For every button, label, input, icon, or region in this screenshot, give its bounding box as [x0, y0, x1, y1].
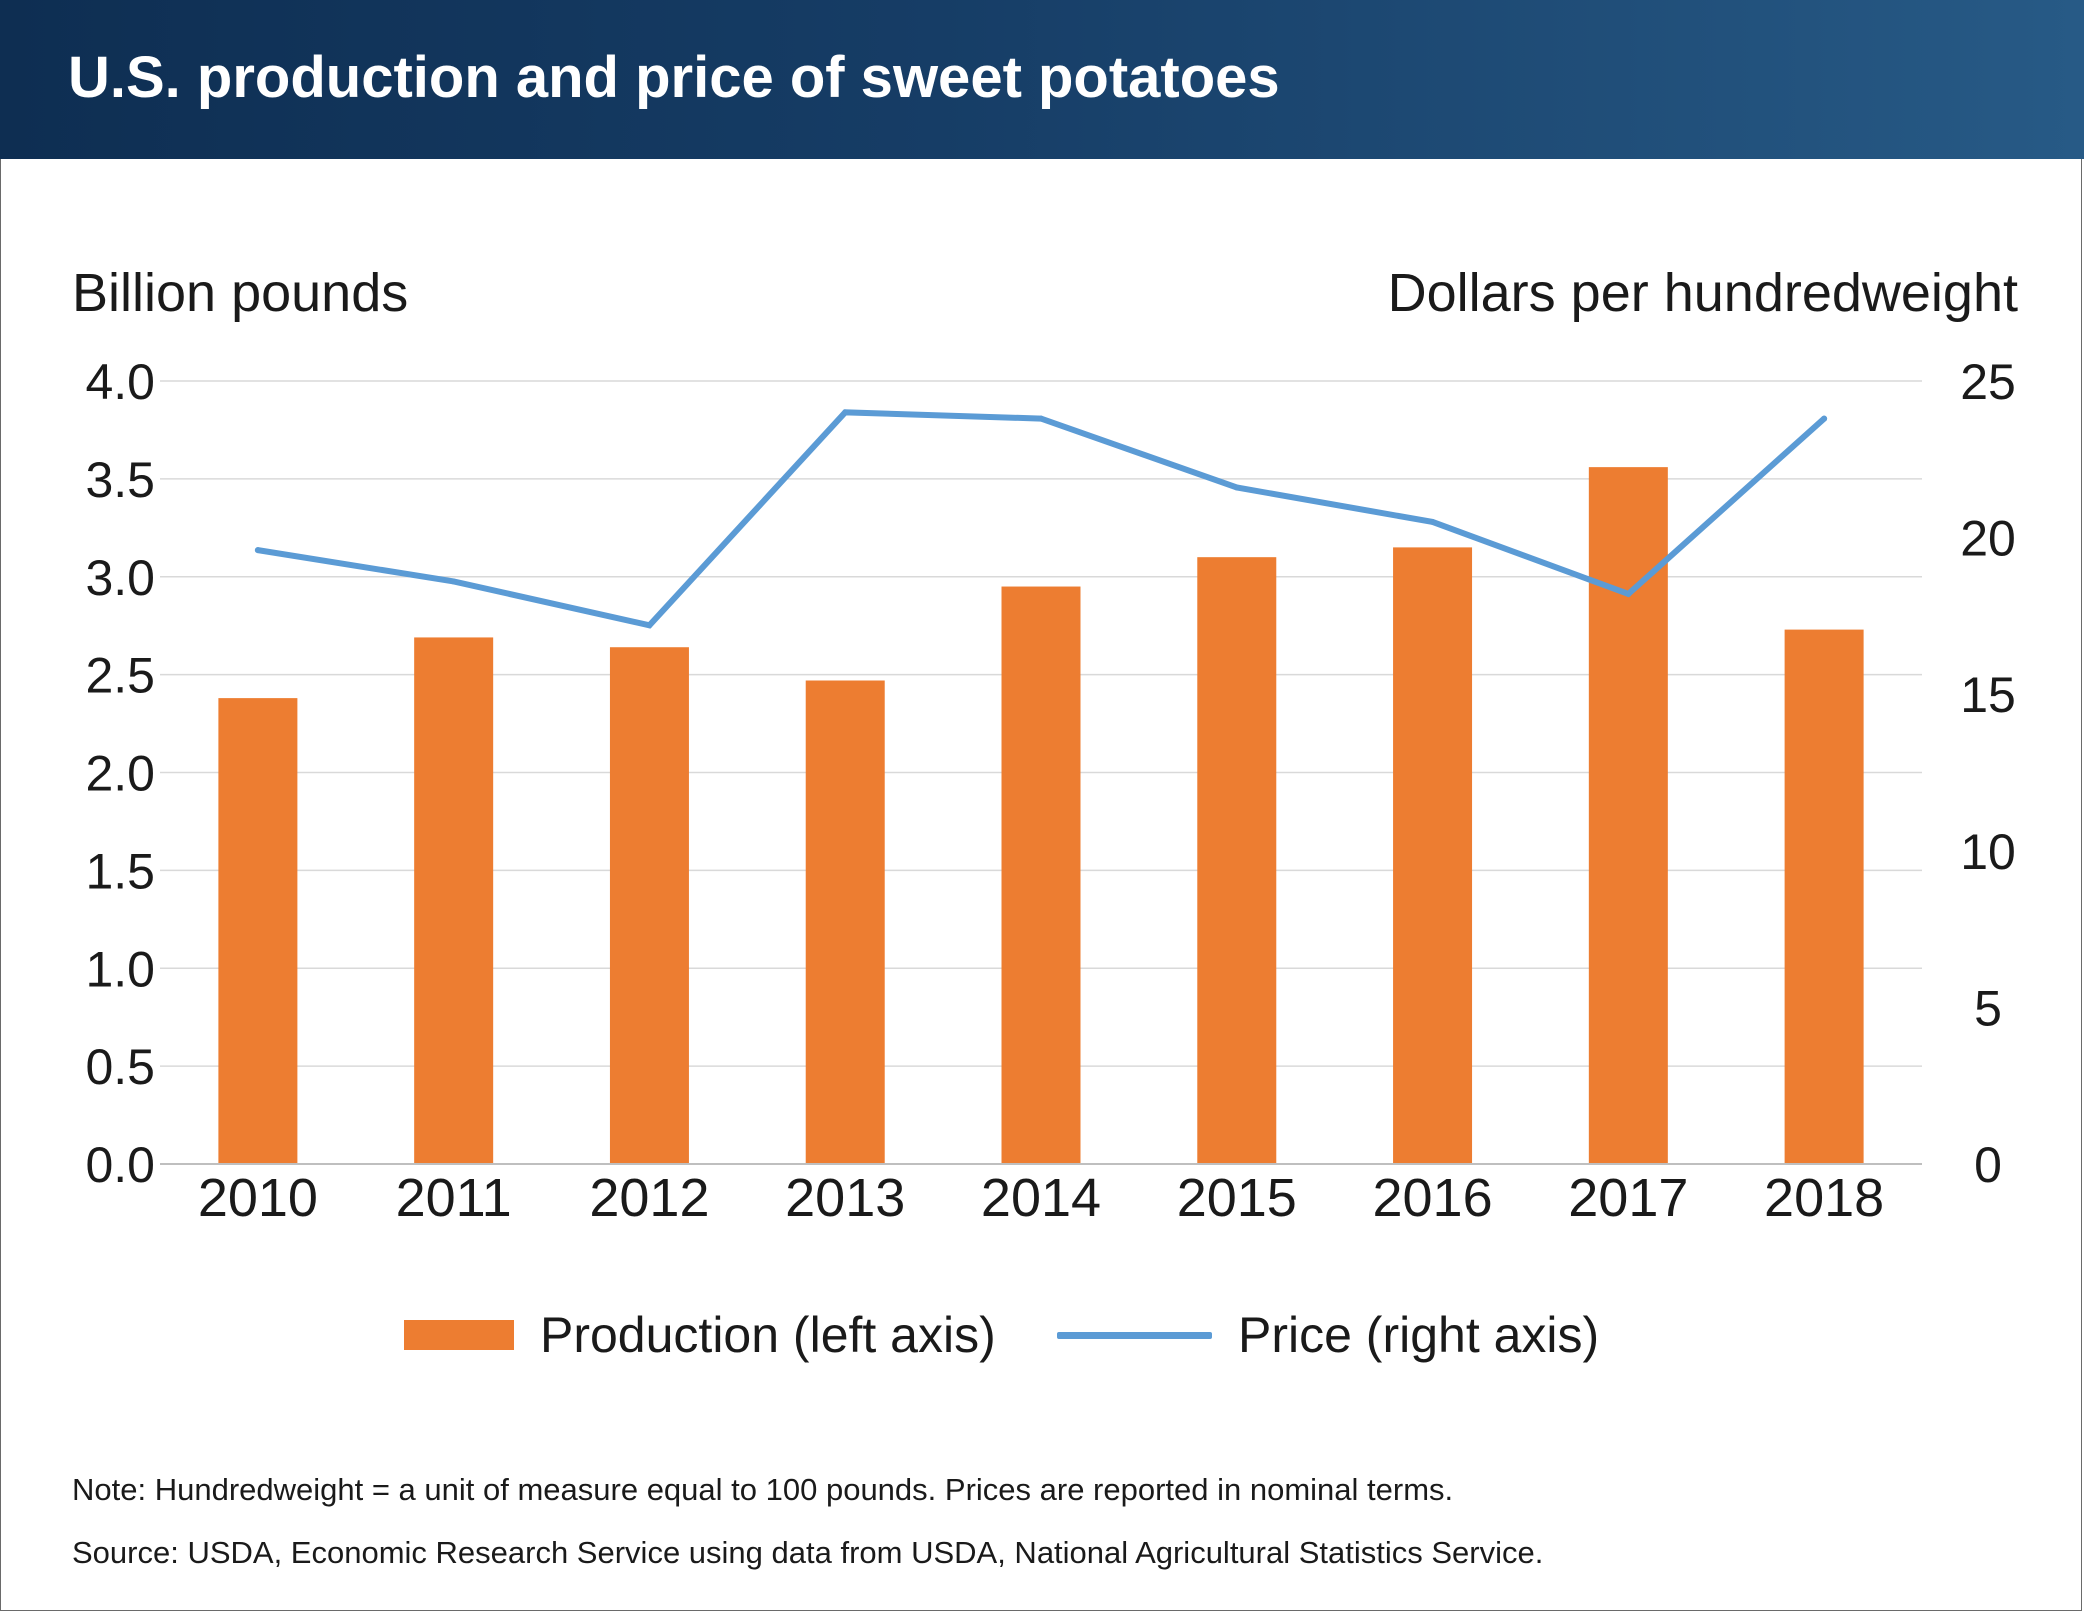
x-tick-label: 2013	[785, 1168, 905, 1228]
right-tick-label: 10	[1960, 824, 2016, 880]
production-bar	[609, 647, 689, 1164]
price-point	[1625, 590, 1632, 597]
right-tick-label: 15	[1960, 667, 2016, 723]
price-point	[1429, 518, 1436, 525]
legend-swatch-price	[1057, 1331, 1212, 1339]
left-tick-label: 1.5	[85, 843, 155, 899]
legend-label-price: Price (right axis)	[1238, 1307, 1600, 1363]
legend-swatch-production	[404, 1320, 514, 1350]
note-text: Note: Hundredweight = a unit of measure …	[72, 1472, 1454, 1507]
x-tick-label: 2010	[198, 1168, 318, 1228]
right-tick-label: 25	[1960, 354, 2016, 410]
production-bar	[414, 637, 494, 1164]
left-tick-label: 1.0	[85, 941, 155, 997]
production-bar	[1784, 629, 1864, 1164]
production-bar	[1393, 547, 1473, 1164]
production-bar	[1197, 557, 1277, 1164]
left-tick-label: 2.0	[85, 746, 155, 802]
production-bar	[805, 680, 885, 1164]
price-point	[842, 409, 849, 416]
right-tick-label: 5	[1974, 980, 2002, 1036]
x-tick-label: 2012	[589, 1168, 709, 1228]
price-point	[450, 578, 457, 585]
left-tick-label: 3.0	[85, 550, 155, 606]
legend-item-price: Price (right axis)	[1057, 1300, 1599, 1370]
source-text: Source: USDA, Economic Research Service …	[72, 1535, 1544, 1570]
x-tick-label: 2015	[1177, 1168, 1297, 1228]
price-point	[1233, 484, 1240, 491]
left-tick-label: 3.5	[85, 452, 155, 508]
x-tick-label: 2016	[1372, 1168, 1492, 1228]
left-tick-label: 0.5	[85, 1039, 155, 1095]
right-tick-label: 20	[1960, 511, 2016, 567]
legend: Production (left axis) Price (right axis…	[0, 1300, 2084, 1370]
x-tick-label: 2017	[1568, 1168, 1688, 1228]
production-bar	[218, 698, 298, 1164]
price-point	[254, 547, 261, 554]
price-point	[1038, 415, 1044, 422]
chart-title: U.S. production and price of sweet potat…	[68, 45, 1280, 110]
left-tick-label: 4.0	[85, 354, 155, 410]
x-tick-label: 2014	[981, 1168, 1101, 1228]
right-tick-label: 0	[1974, 1137, 2002, 1193]
header-banner: U.S. production and price of sweet potat…	[0, 0, 2084, 159]
left-tick-label: 2.5	[85, 648, 155, 704]
x-tick-label: 2011	[396, 1168, 512, 1228]
legend-label-production: Production (left axis)	[540, 1307, 996, 1363]
legend-item-production: Production (left axis)	[404, 1300, 996, 1370]
price-point	[1821, 415, 1828, 422]
x-tick-label: 2018	[1764, 1168, 1884, 1228]
production-bar	[1001, 586, 1081, 1164]
left-axis-title: Billion pounds	[72, 263, 409, 323]
price-point	[646, 622, 653, 629]
right-axis-title: Dollars per hundredweight	[1387, 263, 2018, 323]
left-tick-label: 0.0	[85, 1137, 155, 1193]
